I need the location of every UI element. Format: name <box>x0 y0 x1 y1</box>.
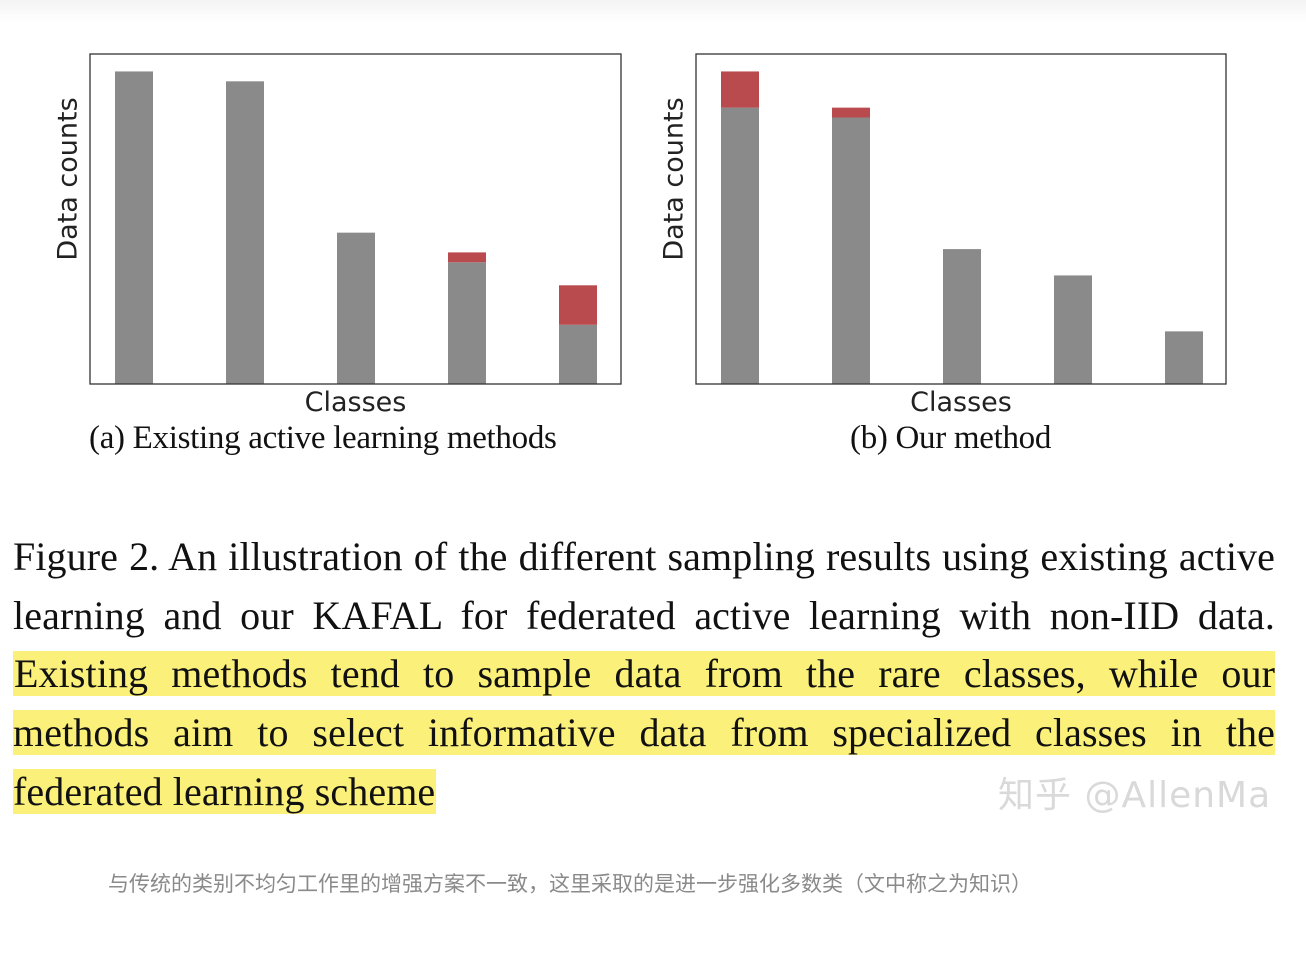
bar-a-class4-series1 <box>448 262 486 384</box>
bar-b-class3-series1 <box>943 249 981 384</box>
bar-b-class5-series1 <box>1165 331 1203 384</box>
bar-a-class1-series1 <box>115 71 153 384</box>
bar-a-class5-series1 <box>559 324 597 384</box>
bar-a-class3-series1 <box>337 232 375 384</box>
bar-b-class1-series2 <box>721 71 759 108</box>
bar-a-class4-series2 <box>448 252 486 263</box>
caption-text: Figure 2. An illustration of the differe… <box>13 534 1275 638</box>
bar-b-class4-series1 <box>1054 275 1092 384</box>
y-axis-label-b: Data counts <box>659 97 690 260</box>
bar-b-class2-series2 <box>832 107 870 118</box>
x-axis-label-b: Classes <box>910 387 1012 418</box>
subcaption-b: (b) Our method <box>850 420 1052 456</box>
watermark-text: 知乎 @AllenMa <box>998 775 1272 816</box>
bar-b-class1-series1 <box>721 107 759 384</box>
bar-b-class2-series1 <box>832 117 870 384</box>
x-axis-label-a: Classes <box>305 387 407 418</box>
bar-a-class2-series1 <box>226 81 264 384</box>
subcaption-a: (a) Existing active learning methods <box>89 420 557 456</box>
plot-frame-b <box>695 53 1227 385</box>
figure-caption: Figure 2. An illustration of the differe… <box>13 528 1275 822</box>
figure-area: Classes Data counts Classes Data counts <box>53 53 1227 418</box>
bar-a-class5-series2 <box>559 285 597 325</box>
y-axis-label-a: Data counts <box>53 97 84 260</box>
translator-note: 与传统的类别不均匀工作里的增强方案不一致，这里采取的是进一步强化多数类（文中称之… <box>108 872 1032 896</box>
plot-frame-a <box>89 53 622 385</box>
top-fade-band <box>0 0 1306 22</box>
